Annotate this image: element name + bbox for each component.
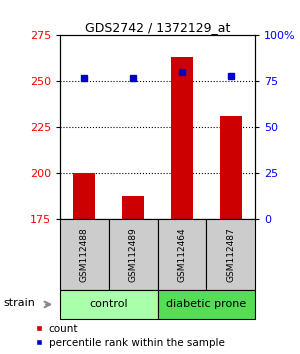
Bar	[109, 219, 158, 290]
Bar	[220, 116, 242, 219]
Bar	[171, 57, 193, 219]
Bar	[60, 219, 109, 290]
Text: diabetic prone: diabetic prone	[166, 299, 246, 309]
Legend: count, percentile rank within the sample: count, percentile rank within the sample	[35, 324, 225, 348]
Text: GSM112489: GSM112489	[129, 228, 138, 282]
Bar	[206, 219, 255, 290]
Text: GSM112487: GSM112487	[226, 228, 235, 282]
Text: strain: strain	[3, 298, 35, 308]
Text: GSM112488: GSM112488	[80, 228, 89, 282]
Bar	[158, 290, 255, 319]
Bar	[122, 195, 144, 219]
Title: GDS2742 / 1372129_at: GDS2742 / 1372129_at	[85, 21, 230, 34]
Bar	[74, 173, 95, 219]
Bar	[60, 290, 158, 319]
Text: control: control	[89, 299, 128, 309]
Text: GSM112464: GSM112464	[177, 228, 186, 282]
Bar	[158, 219, 206, 290]
